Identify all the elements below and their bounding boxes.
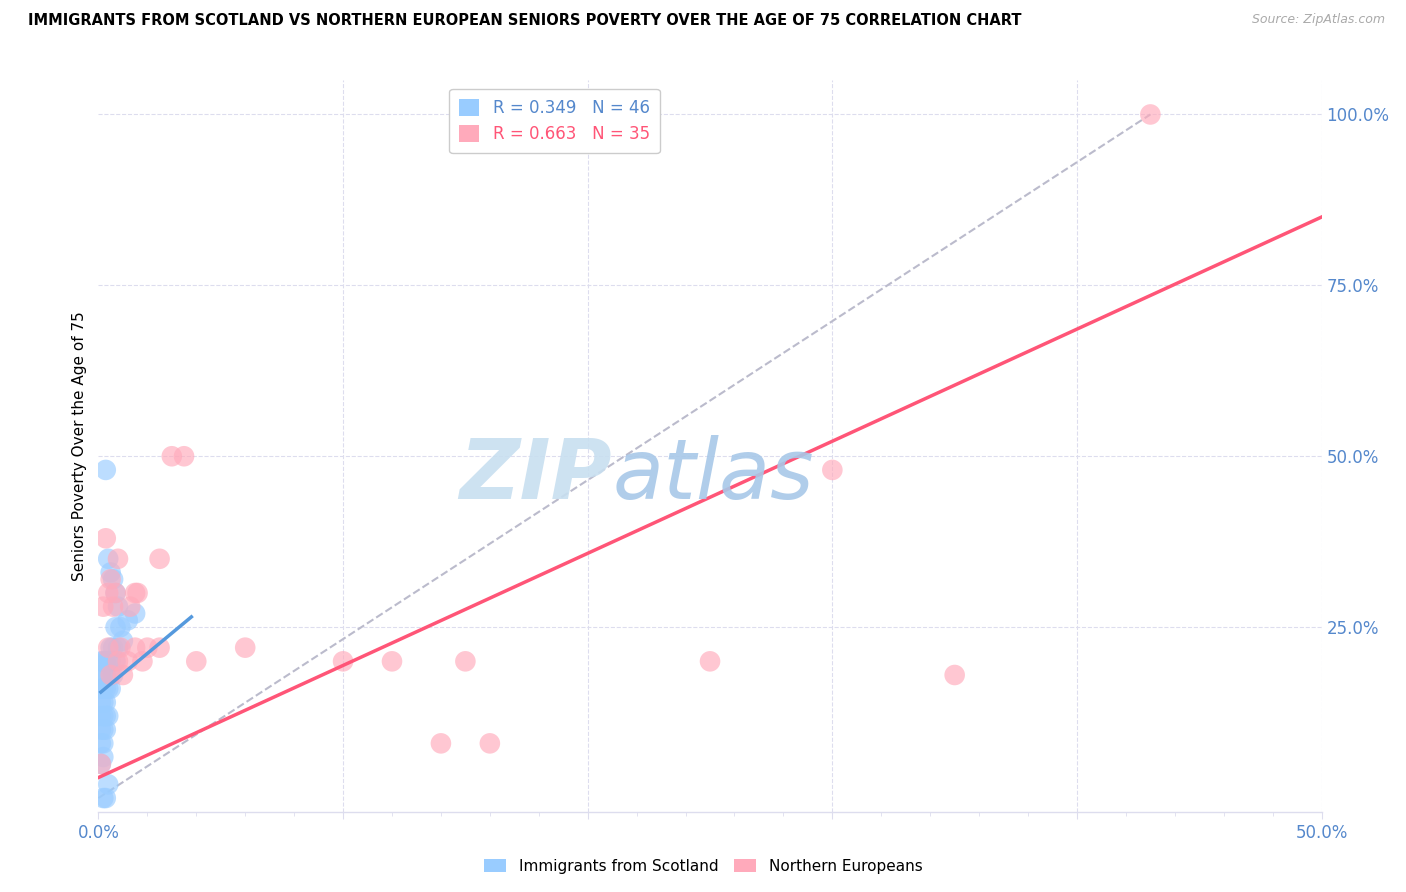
Text: Source: ZipAtlas.com: Source: ZipAtlas.com	[1251, 13, 1385, 27]
Point	[131, 654, 153, 668]
Point	[117, 654, 139, 668]
Point	[173, 449, 195, 463]
Point	[699, 654, 721, 668]
Point	[91, 736, 114, 750]
Point	[110, 640, 132, 655]
Point	[91, 750, 114, 764]
Point	[104, 654, 127, 668]
Point	[90, 709, 112, 723]
Point	[91, 723, 114, 737]
Point	[111, 633, 134, 648]
Point	[110, 620, 132, 634]
Point	[124, 607, 146, 621]
Point	[127, 586, 149, 600]
Y-axis label: Seniors Poverty Over the Age of 75: Seniors Poverty Over the Age of 75	[72, 311, 87, 581]
Point	[91, 654, 114, 668]
Point	[94, 654, 117, 668]
Point	[100, 681, 122, 696]
Point	[100, 654, 122, 668]
Point	[100, 566, 122, 580]
Point	[94, 681, 117, 696]
Point	[107, 599, 129, 614]
Point	[90, 695, 112, 709]
Point	[90, 756, 112, 771]
Point	[107, 551, 129, 566]
Point	[91, 681, 114, 696]
Point	[124, 586, 146, 600]
Point	[124, 640, 146, 655]
Point	[97, 654, 120, 668]
Point	[97, 681, 120, 696]
Point	[100, 668, 122, 682]
Point	[97, 586, 120, 600]
Point	[943, 668, 966, 682]
Point	[94, 723, 117, 737]
Point	[101, 572, 124, 586]
Point	[233, 640, 256, 655]
Point	[94, 695, 117, 709]
Point	[101, 640, 124, 655]
Point	[104, 586, 127, 600]
Point	[100, 640, 122, 655]
Point	[97, 640, 120, 655]
Point	[90, 723, 112, 737]
Point	[149, 551, 172, 566]
Point	[90, 736, 112, 750]
Point	[104, 620, 127, 634]
Point	[332, 654, 354, 668]
Point	[94, 531, 117, 545]
Point	[117, 613, 139, 627]
Point	[101, 668, 124, 682]
Point	[1139, 107, 1161, 121]
Point	[90, 654, 112, 668]
Point	[91, 668, 114, 682]
Point	[478, 736, 501, 750]
Point	[97, 551, 120, 566]
Point	[381, 654, 404, 668]
Point	[454, 654, 477, 668]
Point	[186, 654, 208, 668]
Point	[94, 463, 117, 477]
Point	[120, 599, 142, 614]
Point	[97, 709, 120, 723]
Point	[90, 756, 112, 771]
Point	[90, 681, 112, 696]
Text: IMMIGRANTS FROM SCOTLAND VS NORTHERN EUROPEAN SENIORS POVERTY OVER THE AGE OF 75: IMMIGRANTS FROM SCOTLAND VS NORTHERN EUR…	[28, 13, 1022, 29]
Point	[107, 654, 129, 668]
Point	[149, 640, 172, 655]
Point	[160, 449, 183, 463]
Point	[94, 668, 117, 682]
Point	[100, 572, 122, 586]
Point	[91, 599, 114, 614]
Point	[101, 599, 124, 614]
Point	[91, 791, 114, 805]
Point	[91, 695, 114, 709]
Point	[104, 586, 127, 600]
Point	[107, 640, 129, 655]
Point	[94, 791, 117, 805]
Point	[136, 640, 159, 655]
Text: ZIP: ZIP	[460, 434, 612, 516]
Point	[94, 709, 117, 723]
Point	[90, 668, 112, 682]
Point	[111, 668, 134, 682]
Point	[821, 463, 844, 477]
Legend: Immigrants from Scotland, Northern Europeans: Immigrants from Scotland, Northern Europ…	[478, 853, 928, 880]
Point	[430, 736, 453, 750]
Point	[91, 709, 114, 723]
Legend: R = 0.349   N = 46, R = 0.663   N = 35: R = 0.349 N = 46, R = 0.663 N = 35	[450, 88, 659, 153]
Text: atlas: atlas	[612, 434, 814, 516]
Point	[97, 777, 120, 791]
